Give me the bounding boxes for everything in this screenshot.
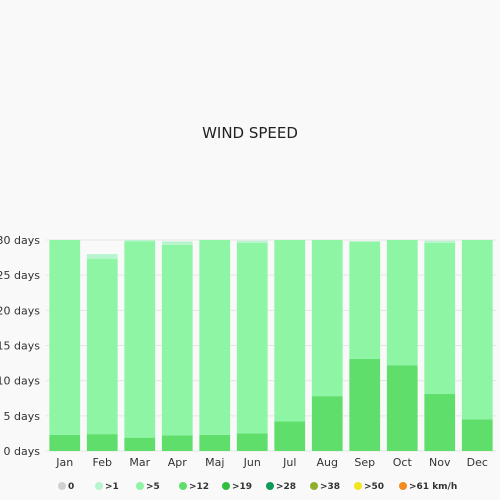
bar-segment-feb [86,254,118,259]
legend-label: >38 [320,482,340,492]
legend: 0 >1 >5 >12 >19 >28 >38 >50 >61 km/h [58,482,457,492]
legend-label: >5 [146,482,160,492]
legend-label: >50 [364,482,384,492]
bar-segment-nov [424,394,456,451]
y-axis-ticks: 0 days 5 days 10 days 15 days 20 days 25 days… [0,234,40,458]
bar-segment-apr [161,244,193,436]
bar-segment-aug [311,396,343,451]
legend-label: >19 [232,482,252,492]
bar-segment-mar [124,240,156,242]
bar-segment-sep [349,358,381,451]
chart-title: WIND SPEED [202,124,298,142]
x-tick-label: Oct [393,456,413,469]
bar-segment-maj [199,240,231,435]
y-tick-label: 0 days [4,445,41,458]
bar-segment-jan [49,434,81,451]
x-axis-ticks: Jan Feb Mar Apr Maj Jun Jul Aug Sep Oct Nov Dec [55,456,488,469]
legend-marker [399,482,407,490]
bar-segment-maj [199,434,231,451]
bar-segment-jul [274,240,306,422]
legend-marker [310,482,318,490]
bar-segment-sep [349,241,381,359]
y-tick-label: 20 days [0,304,40,317]
legend-marker [222,482,230,490]
bar-segment-dec [461,240,493,420]
bar-segment-nov [424,240,456,243]
legend-marker [95,482,103,490]
legend-label: >12 [189,482,209,492]
y-tick-label: 30 days [0,234,40,247]
gridlines [46,239,496,452]
x-tick-label: Apr [168,456,188,469]
bar-segment-dec [461,419,493,451]
bar-segment-oct [386,240,418,366]
legend-label: >1 [105,482,119,492]
bar-segment-jun [236,240,268,243]
bar-segment-mar [124,437,156,451]
legend-label: >28 [276,482,296,492]
bar-segment-mar [124,241,156,438]
y-tick-label: 15 days [0,340,40,353]
x-tick-label: Dec [467,456,488,469]
x-tick-label: Jan [55,456,73,469]
legend-label: 0 [68,482,74,492]
bar-segment-oct [386,365,418,451]
bar-segment-aug [311,240,343,397]
legend-marker [58,482,66,490]
x-tick-label: Aug [317,456,338,469]
x-tick-label: Nov [429,456,451,469]
y-tick-label: 5 days [4,410,41,423]
bar-segment-jan [49,240,81,435]
x-tick-label: Jul [282,456,296,469]
bars [49,240,493,451]
x-tick-label: Feb [93,456,112,469]
bar-segment-apr [161,435,193,451]
x-tick-label: Mar [129,456,150,469]
bar-segment-feb [86,434,118,451]
legend-label: >61 km/h [409,482,457,492]
x-tick-label: Maj [205,456,224,469]
y-tick-label: 10 days [0,375,40,388]
bar-segment-jun [236,433,268,451]
legend-marker [136,482,144,490]
y-tick-label: 25 days [0,269,40,282]
bar-segment-nov [424,242,456,395]
bar-segment-jul [274,421,306,451]
legend-marker [354,482,362,490]
x-tick-label: Sep [354,456,375,469]
bar-segment-jun [236,242,268,434]
x-tick-label: Jun [243,456,261,469]
bar-segment-feb [86,258,118,435]
legend-marker [179,482,187,490]
legend-marker [266,482,274,490]
bar-segment-apr [161,241,193,245]
